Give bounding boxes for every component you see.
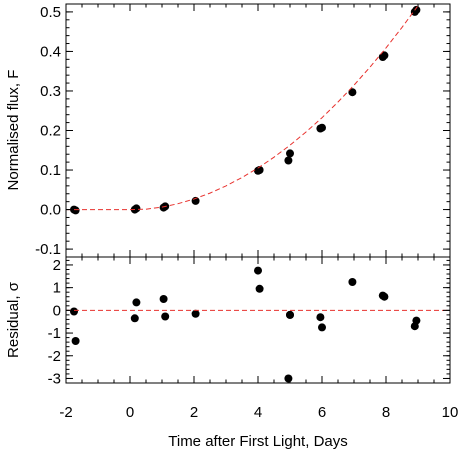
bottom-y-tick-label: -3 xyxy=(48,370,61,387)
bottom-data-point xyxy=(71,337,80,345)
bottom-x-tick-label: -2 xyxy=(59,404,72,421)
bottom-data-point xyxy=(132,298,141,307)
bottom-data-point xyxy=(130,314,139,323)
bottom-data-point xyxy=(284,374,293,383)
top-data-point xyxy=(284,156,293,165)
bottom-data-point xyxy=(70,307,78,316)
top-data-point xyxy=(380,51,389,60)
top-y-tick-label: 0.0 xyxy=(40,202,61,219)
bottom-y-tick-label: 0 xyxy=(53,302,61,319)
bottom-data-point xyxy=(254,266,262,275)
top-data-point xyxy=(286,149,294,158)
top-data-point xyxy=(132,204,141,213)
bottom-data-point xyxy=(161,312,170,321)
bottom-x-tick-label: 10 xyxy=(442,404,458,421)
bottom-x-tick-label: 6 xyxy=(318,404,326,421)
bottom-y-tick-label: 2 xyxy=(53,257,61,274)
bottom-y-tick-label: -1 xyxy=(48,325,61,342)
top-data-point xyxy=(71,206,80,215)
bottom-panel-frame xyxy=(65,256,451,384)
bottom-data-point xyxy=(255,284,264,293)
top-fit-curve xyxy=(66,4,420,211)
top-y-tick-label: 0.1 xyxy=(40,162,61,179)
bottom-x-tick-label: 2 xyxy=(190,404,198,421)
top-data-point xyxy=(318,123,326,132)
top-y-tick-label: 0.4 xyxy=(40,43,61,60)
bottom-plot-area xyxy=(66,266,450,383)
bottom-data-point xyxy=(159,295,168,303)
top-data-point xyxy=(412,5,421,14)
bottom-y-tick-label: -2 xyxy=(48,348,61,365)
top-y-axis-label: Normalised flux, F xyxy=(5,70,22,191)
top-data-point xyxy=(348,88,357,97)
bottom-y-axis-label: Residual, σ xyxy=(5,281,22,358)
x-axis-label: Time after First Light, Days xyxy=(168,433,348,450)
top-panel-frame xyxy=(65,3,451,258)
bottom-y-tick-label: 1 xyxy=(53,280,61,297)
bottom-data-point xyxy=(318,323,326,332)
top-y-tick-label: -0.1 xyxy=(35,241,61,258)
axes-layer: -0.1 0.0 0.1 0.2 0.3 0.4 0.5 -3 -2 -1 0 1 2 -2 0 2 4 6 8 10 xyxy=(35,4,458,421)
bottom-data-point xyxy=(412,316,421,325)
top-y-tick-label: 0.2 xyxy=(40,123,61,140)
top-y-tick-label: 0.3 xyxy=(40,83,61,100)
bottom-data-point xyxy=(380,292,389,301)
bottom-x-tick-label: 0 xyxy=(126,404,134,421)
top-y-tick-label: 0.5 xyxy=(40,4,61,21)
plot-layer xyxy=(66,4,450,383)
bottom-data-point xyxy=(316,313,325,322)
top-plot-area xyxy=(66,4,421,215)
bottom-data-point xyxy=(191,309,200,318)
bottom-data-point xyxy=(348,278,357,286)
bottom-x-tick-label: 4 xyxy=(254,404,262,421)
bottom-data-point xyxy=(286,310,294,319)
bottom-x-tick-label: 8 xyxy=(382,404,390,421)
